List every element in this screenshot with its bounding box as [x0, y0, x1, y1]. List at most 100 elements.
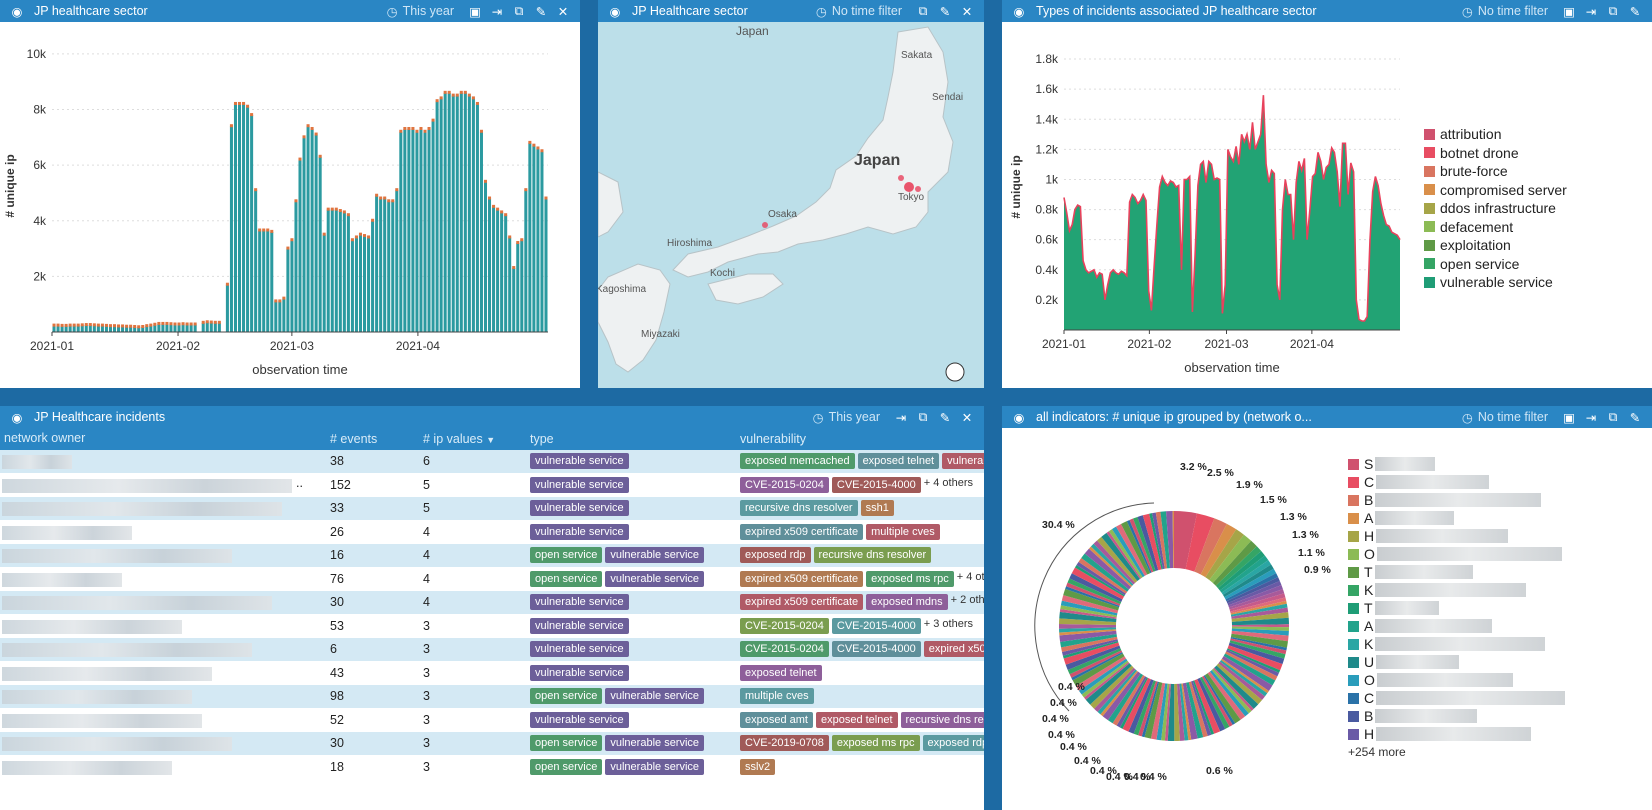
more-link[interactable]: + 4 others	[956, 570, 984, 583]
export-icon[interactable]: ⇥	[1585, 4, 1597, 19]
type-badge[interactable]: open service	[530, 547, 603, 564]
legend-item[interactable]: A	[1348, 509, 1565, 527]
table-row[interactable]: 18 3 open service vulnerable service sslv2	[0, 755, 984, 779]
vulnerability-badge[interactable]: exposed ms rpc	[866, 570, 954, 587]
type-badge[interactable]: vulnerable service	[530, 711, 629, 728]
legend-item[interactable]: H	[1348, 527, 1565, 545]
legend-item[interactable]: B	[1348, 491, 1565, 509]
more-link[interactable]: + 2 others	[950, 594, 984, 607]
table-row[interactable]: 52 3 vulnerable service exposed amt exposed …	[0, 708, 984, 732]
close-icon[interactable]: ✕	[961, 4, 973, 19]
type-badge[interactable]: vulnerable service	[605, 547, 705, 564]
col-events[interactable]: # events	[330, 432, 378, 446]
table-row[interactable]: 6 3 vulnerable service CVE-2015-0204 CVE-201…	[0, 638, 984, 662]
type-badge[interactable]: open service	[530, 570, 603, 587]
legend-item[interactable]: C	[1348, 473, 1565, 491]
vulnerability-badge[interactable]: recursive dns resolver	[900, 711, 984, 728]
vulnerability-badge[interactable]: exposed mdns	[866, 594, 948, 611]
vulnerability-badge[interactable]: exposed telnet	[857, 453, 940, 470]
duplicate-icon[interactable]: ⧉	[918, 409, 928, 424]
col-vulnerability[interactable]: vulnerability	[740, 432, 807, 446]
vulnerability-badge[interactable]: recursive dns resolver	[813, 547, 932, 564]
edit-icon[interactable]: ✎	[1629, 4, 1641, 19]
legend-item[interactable]: O	[1348, 545, 1565, 563]
vulnerability-badge[interactable]: CVE-2015-4000	[831, 617, 921, 634]
type-badge[interactable]: vulnerable service	[530, 664, 629, 681]
legend-item[interactable]: open service	[1424, 255, 1567, 274]
duplicate-icon[interactable]: ⧉	[918, 3, 928, 18]
close-icon[interactable]: ✕	[557, 4, 569, 19]
table-row[interactable]: 33 5 vulnerable service recursive dns resol…	[0, 497, 984, 521]
vulnerability-badge[interactable]: CVE-2015-4000	[831, 476, 921, 493]
incident-marker[interactable]	[904, 182, 914, 192]
vulnerability-badge[interactable]: multiple cves	[866, 523, 940, 540]
vulnerability-badge[interactable]: exposed rdp	[922, 735, 984, 752]
legend-item[interactable]: attribution	[1424, 125, 1567, 144]
sort-desc-icon[interactable]: ▼	[486, 435, 496, 445]
vulnerability-badge[interactable]: exposed telnet	[740, 664, 822, 681]
table-row[interactable]: .. 152 5 vulnerable service CVE-2015-0204 CVE…	[0, 473, 984, 497]
table-row[interactable]: 16 4 open service vulnerable service exposed…	[0, 544, 984, 568]
type-badge[interactable]: open service	[530, 688, 603, 705]
export-icon[interactable]: ⇥	[491, 4, 503, 19]
legend-item[interactable]: C	[1348, 689, 1566, 707]
vulnerability-badge[interactable]: ssh1	[860, 500, 894, 517]
edit-icon[interactable]: ✎	[939, 4, 951, 19]
camera-icon[interactable]: ▣	[1563, 410, 1575, 425]
table-row[interactable]: 26 4 vulnerable service expired x509 certif…	[0, 520, 984, 544]
edit-icon[interactable]: ✎	[535, 4, 547, 19]
legend-item[interactable]: A	[1348, 617, 1565, 635]
legend-item[interactable]: brute-force	[1424, 162, 1567, 181]
vulnerability-badge[interactable]: recursive dns resolver	[740, 500, 858, 517]
type-badge[interactable]: vulnerable service	[605, 735, 705, 752]
vulnerability-badge[interactable]: expired x509 certificate	[740, 570, 864, 587]
legend-more[interactable]: +254 more	[1348, 745, 1406, 759]
edit-icon[interactable]: ✎	[939, 410, 951, 425]
table-row[interactable]: 53 3 vulnerable service CVE-2015-0204 CVE-20…	[0, 614, 984, 638]
table-row[interactable]: 30 4 vulnerable service expired x509 certif…	[0, 591, 984, 615]
col-ip-values[interactable]: # ip values ▼	[423, 432, 503, 446]
duplicate-icon[interactable]: ⧉	[1608, 3, 1618, 18]
vulnerability-badge[interactable]: expired x509 certificate	[740, 523, 864, 540]
time-filter[interactable]: ◷ No time filter	[1462, 4, 1548, 19]
export-icon[interactable]: ⇥	[895, 410, 907, 425]
type-badge[interactable]: vulnerable service	[530, 617, 629, 634]
camera-icon[interactable]: ▣	[469, 4, 481, 19]
type-badge[interactable]: vulnerable service	[605, 570, 705, 587]
type-badge[interactable]: vulnerable service	[530, 641, 629, 658]
type-badge[interactable]: vulnerable service	[530, 476, 629, 493]
time-filter[interactable]: ◷ No time filter	[1462, 410, 1548, 425]
duplicate-icon[interactable]: ⧉	[514, 3, 524, 18]
incident-marker[interactable]	[762, 222, 768, 228]
type-badge[interactable]: vulnerable service	[605, 758, 705, 775]
legend-item[interactable]: O	[1348, 671, 1565, 689]
incident-marker[interactable]	[898, 175, 904, 181]
map-compass[interactable]	[945, 362, 965, 382]
incident-marker[interactable]	[915, 186, 921, 192]
legend-item[interactable]: T	[1348, 563, 1565, 581]
table-row[interactable]: 43 3 vulnerable service exposed telnet	[0, 661, 984, 685]
legend-item[interactable]: defacement	[1424, 218, 1567, 237]
map-view[interactable]: Japan Sakata Sendai Japan Tokyo Osaka Hi…	[598, 22, 984, 388]
vulnerability-badge[interactable]: exposed rdp	[740, 547, 811, 564]
table-row[interactable]: 76 4 open service vulnerable service expired…	[0, 567, 984, 591]
vulnerability-badge[interactable]: CVE-2015-0204	[740, 476, 829, 493]
more-link[interactable]: + 4 others	[923, 476, 974, 489]
legend-item[interactable]: H	[1348, 725, 1565, 743]
table-row[interactable]: 98 3 open service vulnerable service multipl…	[0, 685, 984, 709]
col-network-owner[interactable]: network owner	[4, 431, 86, 445]
more-link[interactable]: + 3 others	[923, 617, 974, 630]
type-badge[interactable]: open service	[530, 735, 603, 752]
vulnerability-badge[interactable]: exposed amt	[740, 711, 813, 728]
close-icon[interactable]: ✕	[961, 410, 973, 425]
legend-item[interactable]: vulnerable service	[1424, 273, 1567, 292]
vulnerability-badge[interactable]: expired x509 certi	[923, 641, 984, 658]
col-type[interactable]: type	[530, 432, 554, 446]
legend-item[interactable]: U	[1348, 653, 1565, 671]
vulnerability-badge[interactable]: CVE-2015-0204	[740, 617, 829, 634]
time-filter[interactable]: ◷ No time filter	[816, 4, 902, 19]
legend-item[interactable]: botnet drone	[1424, 144, 1567, 163]
camera-icon[interactable]: ▣	[1563, 4, 1575, 19]
japan-map[interactable]	[598, 22, 984, 388]
vulnerability-badge[interactable]: sslv2	[740, 758, 776, 775]
